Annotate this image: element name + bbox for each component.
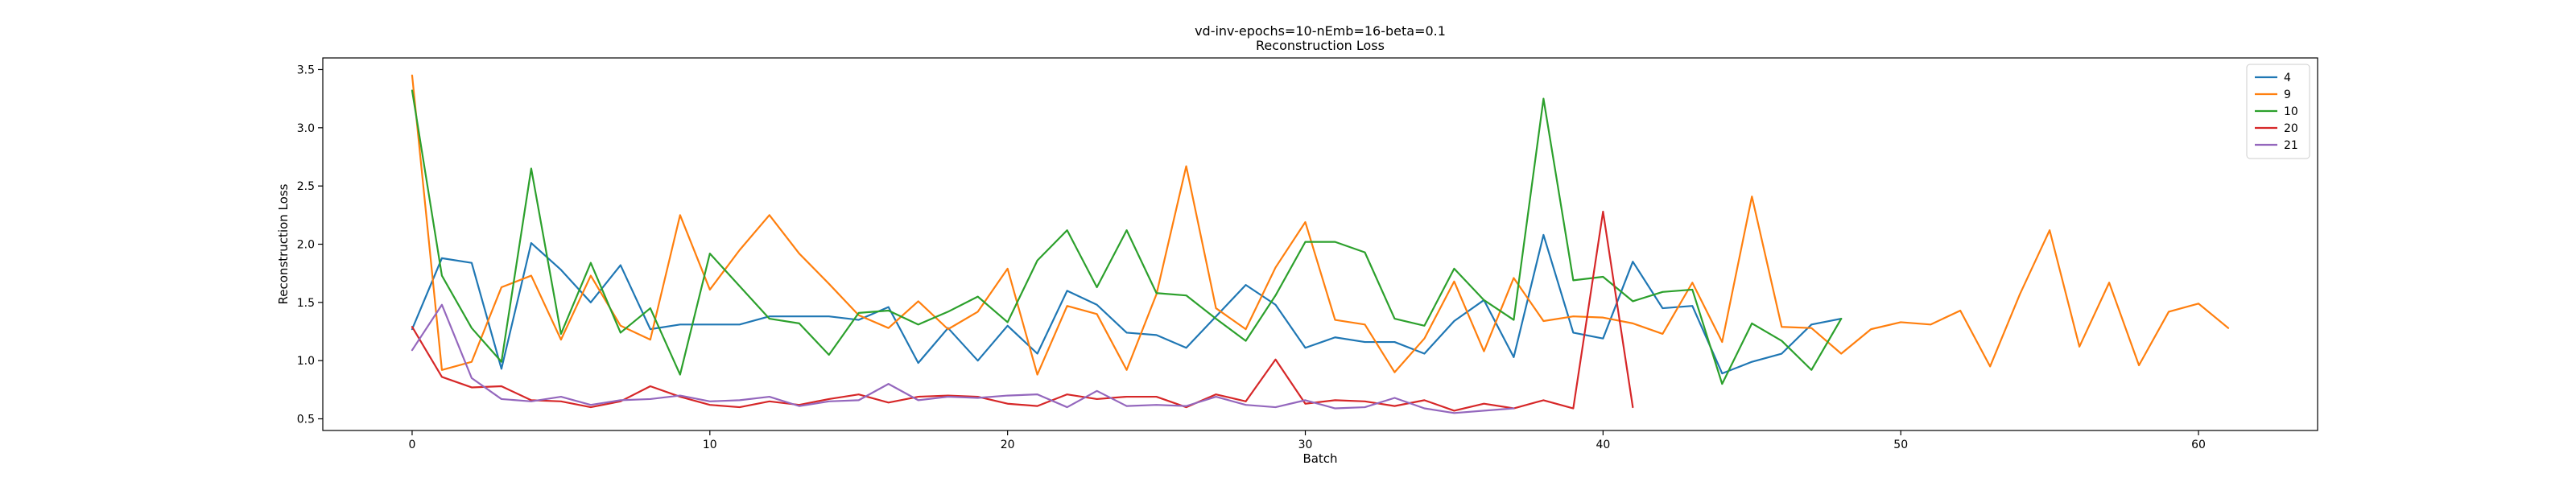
y-tick-label: 1.0 [297,355,315,368]
y-tick-label: 1.5 [297,297,315,310]
series-layer [411,74,2230,414]
series-line-9 [411,74,2230,376]
y-tick-label: 0.5 [297,414,315,426]
chart-title: vd-inv-epochs=10-nEmb=16-beta=0.1 [1195,23,1446,39]
legend-label: 20 [2284,122,2298,135]
legend-label: 9 [2284,89,2291,101]
x-tick-label: 40 [1596,439,1610,451]
legend-label: 10 [2284,105,2298,118]
legend-frame [2246,64,2310,159]
x-axis: 0 10 20 30 40 50 60 [408,430,2206,451]
series-line-4 [411,233,1843,375]
x-tick-label: 20 [1001,439,1015,451]
legend-label: 21 [2284,139,2298,152]
y-tick-label: 3.5 [297,64,315,76]
x-tick-label: 30 [1298,439,1313,451]
y-tick-label: 2.5 [297,180,315,193]
x-tick-label: 60 [2191,439,2206,451]
series-line-20 [411,210,1634,412]
x-tick-label: 0 [408,439,415,451]
x-tick-label: 10 [703,439,717,451]
legend-label: 4 [2284,72,2291,84]
y-axis-label: Reconstruction Loss [276,183,291,304]
series-line-10 [411,89,1843,385]
x-axis-label: Batch [1302,451,1337,466]
series-line-21 [411,303,1515,414]
plot-frame [322,57,2318,431]
chart-subtitle: Reconstruction Loss [1256,38,1385,53]
y-tick-label: 3.0 [297,122,315,135]
legend: 4 9 10 20 21 [2246,64,2310,159]
x-tick-label: 50 [1893,439,1908,451]
y-tick-label: 2.0 [297,239,315,252]
y-axis: 0.5 1.0 1.5 2.0 2.5 3.0 3.5 [297,64,323,426]
